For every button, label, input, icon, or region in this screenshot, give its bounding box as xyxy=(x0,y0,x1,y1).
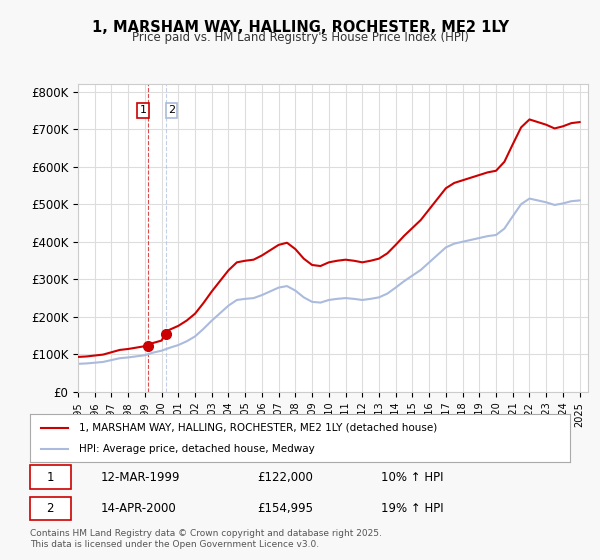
Text: 14-APR-2000: 14-APR-2000 xyxy=(100,502,176,515)
Text: HPI: Average price, detached house, Medway: HPI: Average price, detached house, Medw… xyxy=(79,444,314,454)
Text: 10% ↑ HPI: 10% ↑ HPI xyxy=(381,471,443,484)
Text: £122,000: £122,000 xyxy=(257,471,313,484)
FancyBboxPatch shape xyxy=(30,497,71,520)
Text: Contains HM Land Registry data © Crown copyright and database right 2025.
This d: Contains HM Land Registry data © Crown c… xyxy=(30,529,382,549)
Text: 2: 2 xyxy=(46,502,54,515)
FancyBboxPatch shape xyxy=(30,465,71,489)
Text: £154,995: £154,995 xyxy=(257,502,313,515)
Text: 12-MAR-1999: 12-MAR-1999 xyxy=(100,471,180,484)
Text: 19% ↑ HPI: 19% ↑ HPI xyxy=(381,502,443,515)
Text: 1, MARSHAM WAY, HALLING, ROCHESTER, ME2 1LY: 1, MARSHAM WAY, HALLING, ROCHESTER, ME2 … xyxy=(91,20,509,35)
Text: 2: 2 xyxy=(168,105,175,115)
Text: Price paid vs. HM Land Registry's House Price Index (HPI): Price paid vs. HM Land Registry's House … xyxy=(131,31,469,44)
Text: 1: 1 xyxy=(140,105,146,115)
Text: 1: 1 xyxy=(46,471,54,484)
Text: 1, MARSHAM WAY, HALLING, ROCHESTER, ME2 1LY (detached house): 1, MARSHAM WAY, HALLING, ROCHESTER, ME2 … xyxy=(79,423,437,433)
